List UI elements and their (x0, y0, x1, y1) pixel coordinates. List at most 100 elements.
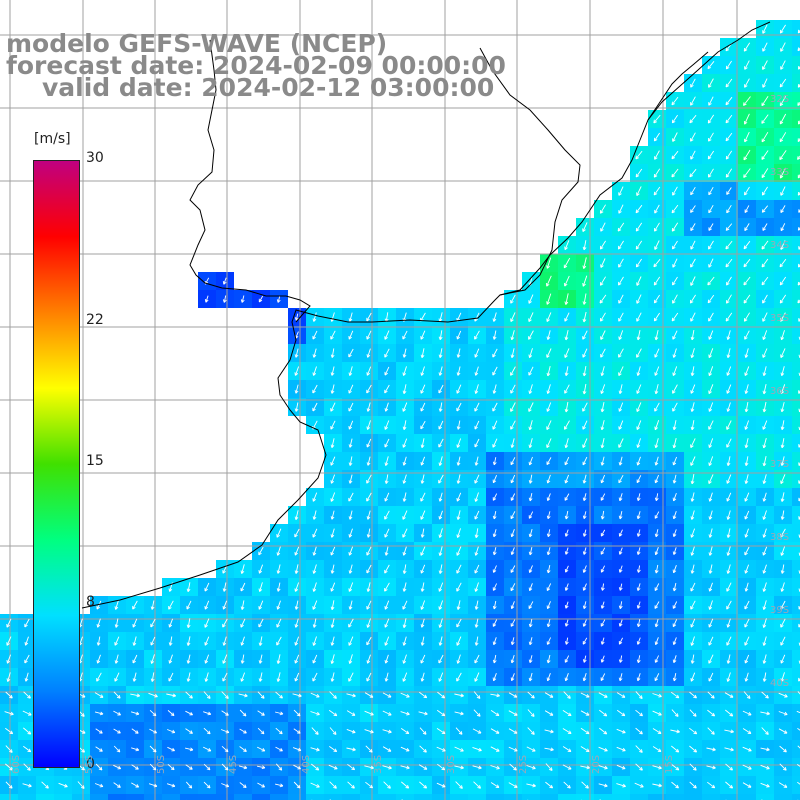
wind-arrow (366, 348, 371, 358)
wind-arrow (726, 456, 731, 466)
wind-arrow (312, 330, 318, 340)
wind-arrow (239, 746, 247, 752)
wind-arrow (725, 78, 733, 88)
wind-cell (612, 794, 630, 800)
wind-arrow (292, 693, 302, 698)
wind-arrow (330, 654, 335, 664)
wind-arrow (744, 564, 750, 574)
wind-arrow (600, 637, 605, 645)
wind-cell (378, 794, 396, 800)
wind-arrow (258, 618, 264, 628)
wind-arrow (366, 618, 371, 628)
wind-arrow (780, 223, 786, 232)
wind-arrow (672, 402, 678, 412)
wind-arrow (761, 240, 769, 250)
wind-arrow (366, 312, 372, 322)
wind-cell (792, 128, 800, 146)
wind-arrow (420, 636, 425, 646)
longitude-label: 25S (518, 754, 529, 774)
wind-arrow (582, 637, 588, 645)
wind-arrow (544, 710, 554, 716)
wind-arrow (492, 547, 497, 556)
wind-arrow (204, 600, 210, 610)
wind-arrow (762, 366, 767, 377)
wind-arrow (474, 600, 479, 610)
wind-arrow (689, 745, 698, 753)
wind-arrow (131, 728, 139, 734)
wind-arrow (708, 618, 714, 628)
wind-arrow (456, 636, 462, 646)
wind-cell (792, 200, 800, 218)
wind-arrow (527, 727, 535, 735)
wind-arrow (240, 564, 245, 574)
wind-arrow (726, 546, 731, 556)
wind-arrow (725, 132, 733, 142)
wind-arrow (492, 493, 498, 501)
wind-arrow (474, 402, 480, 412)
wind-arrow (312, 582, 317, 592)
wind-arrow (366, 438, 372, 448)
wind-arrow (274, 711, 284, 716)
wind-arrow (742, 710, 752, 716)
wind-arrow (708, 204, 714, 214)
wind-cell (792, 704, 800, 722)
wind-arrow (528, 474, 533, 484)
wind-arrow (636, 547, 641, 555)
wind-cell (324, 794, 342, 800)
wind-arrow (456, 492, 462, 502)
wind-arrow (310, 692, 320, 698)
wind-arrow (258, 672, 263, 682)
wind-cell (792, 758, 800, 776)
wind-arrow (546, 365, 551, 377)
wind-arrow (582, 366, 587, 377)
wind-arrow (653, 132, 660, 142)
wind-arrow (707, 709, 716, 717)
wind-arrow (618, 673, 623, 682)
wind-arrow (132, 600, 138, 610)
wind-arrow (167, 710, 175, 717)
wind-arrow (779, 150, 787, 161)
wind-arrow (762, 437, 767, 449)
wind-arrow (528, 655, 533, 664)
wind-arrow (402, 654, 407, 664)
wind-cell (288, 794, 306, 800)
colorbar-tick-label: 30 (86, 150, 104, 166)
wind-arrow (708, 492, 713, 502)
wind-arrow (330, 672, 335, 682)
wind-arrow (672, 276, 678, 286)
wind-cell (306, 794, 324, 800)
wind-arrow (384, 582, 390, 592)
wind-arrow (258, 582, 263, 592)
wind-arrow (365, 745, 373, 753)
wind-arrow (330, 528, 335, 538)
wind-arrow (617, 222, 625, 232)
wind-arrow (420, 366, 425, 376)
wind-arrow (762, 528, 767, 538)
wind-arrow (384, 384, 390, 394)
wind-cell (792, 38, 800, 56)
wind-arrow (348, 492, 354, 502)
wind-arrow (798, 389, 800, 394)
wind-arrow (420, 456, 426, 466)
wind-arrow (689, 294, 696, 304)
wind-arrow (384, 672, 389, 682)
wind-arrow (546, 493, 551, 501)
wind-arrow (762, 510, 767, 520)
wind-arrow (708, 420, 714, 430)
wind-arrow (275, 727, 283, 735)
wind-arrow (240, 654, 245, 664)
wind-arrow (346, 747, 356, 752)
wind-arrow (456, 672, 462, 682)
wind-arrow (348, 636, 354, 646)
wind-arrow (797, 299, 800, 304)
wind-arrow (726, 672, 731, 682)
wind-arrow (564, 637, 569, 645)
wind-cell (792, 416, 800, 434)
wind-arrow (654, 204, 660, 214)
wind-arrow (400, 692, 410, 698)
wind-arrow (438, 402, 443, 412)
wind-arrow (708, 582, 713, 592)
wind-arrow (690, 528, 696, 538)
wind-arrow (618, 655, 623, 663)
wind-arrow (707, 727, 715, 735)
